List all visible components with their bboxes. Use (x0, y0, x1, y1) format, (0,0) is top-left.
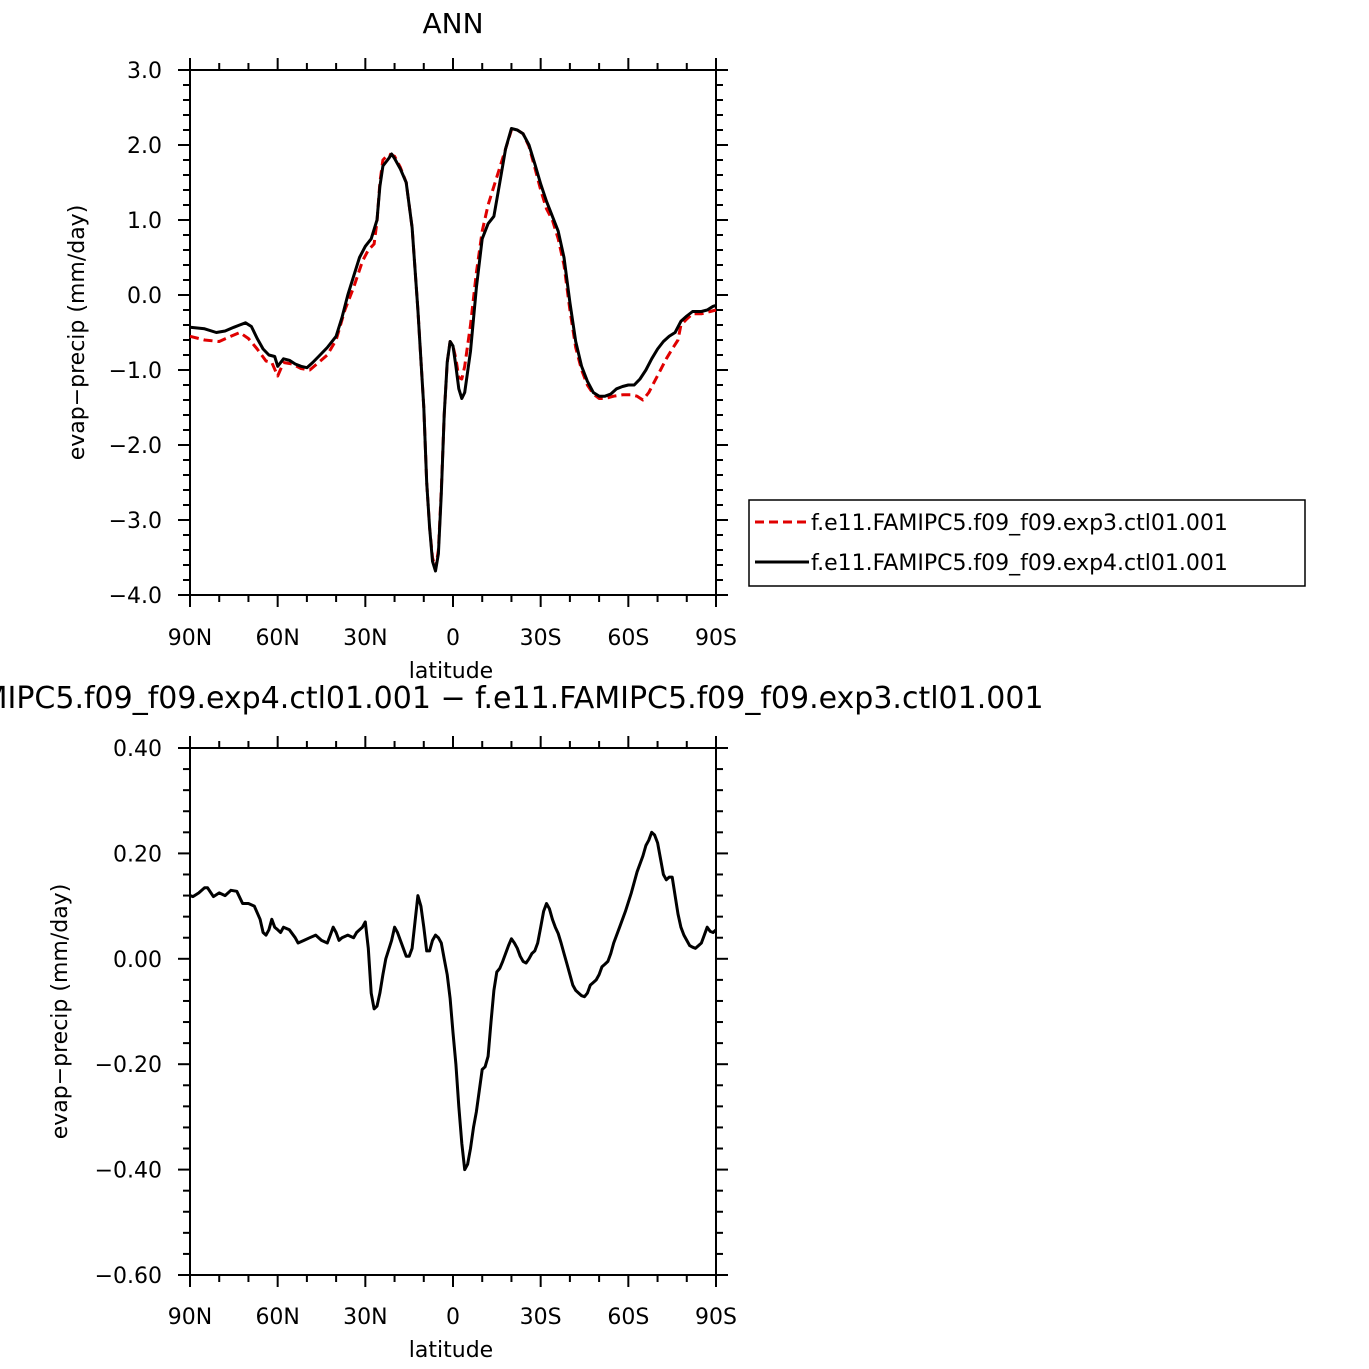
x-tick-label: 30S (520, 626, 562, 651)
x-tick-label: 30N (343, 626, 387, 651)
legend-entry: f.e11.FAMIPC5.f09_f09.exp4.ctl01.001 (811, 551, 1228, 576)
x-tick-label: 60N (255, 1305, 299, 1330)
x-tick-label: 90S (695, 1305, 737, 1330)
y-tick-label: −4.0 (109, 584, 162, 609)
top-chart-panel: ANN 90N 60N 30N 0 30S 60S 90S latitude 3.0 2.0 1.0 0… (65, 7, 1306, 684)
y-tick-label: −0.20 (95, 1053, 162, 1078)
x-tick-label: 60N (255, 626, 299, 651)
y-tick-label: −1.0 (109, 359, 162, 384)
y-tick-label: 2.0 (127, 134, 162, 159)
x-tick-label: 90S (695, 626, 737, 651)
y-tick-label: 3.0 (127, 59, 162, 84)
y-tick-label: −3.0 (109, 509, 162, 534)
x-tick-label: 30S (520, 1305, 562, 1330)
y-tick-label: 1.0 (127, 209, 162, 234)
bottom-chart-panel: f.e11.FAMIPC5.f09_f09.exp4.ctl01.001 − f… (0, 681, 1044, 1363)
x-tick-label: 60S (607, 626, 649, 651)
y-tick-label: 0.20 (113, 842, 162, 867)
y-tick-label: 0.0 (127, 284, 162, 309)
chart-title: ANN (422, 7, 483, 40)
x-tick-label: 30N (343, 1305, 387, 1330)
x-axis-label: latitude (409, 1338, 493, 1363)
plot-frame (189, 69, 717, 596)
x-tick-label: 0 (446, 626, 460, 651)
legend-box (748, 499, 1306, 587)
y-tick-label: 0.40 (113, 737, 162, 762)
x-tick-label: 60S (607, 1305, 649, 1330)
y-tick-label: −2.0 (109, 434, 162, 459)
x-axis-label: latitude (409, 659, 493, 684)
plot-frame (189, 747, 717, 1276)
x-tick-label: 0 (446, 1305, 460, 1330)
x-tick-label: 90N (168, 1305, 212, 1330)
y-tick-label: 0.00 (113, 948, 162, 973)
series-line-1 (189, 127, 717, 573)
y-axis-label: evap−precip (mm/day) (65, 205, 90, 461)
y-tick-label: −0.40 (95, 1159, 162, 1184)
chart-title: f.e11.FAMIPC5.f09_f09.exp4.ctl01.001 − f… (0, 681, 1044, 716)
y-tick-label: −0.60 (95, 1264, 162, 1289)
y-axis-label: evap−precip (mm/day) (48, 884, 73, 1140)
x-tick-label: 90N (168, 626, 212, 651)
legend-entry: f.e11.FAMIPC5.f09_f09.exp3.ctl01.001 (811, 511, 1228, 536)
series-line-0 (189, 830, 718, 1172)
